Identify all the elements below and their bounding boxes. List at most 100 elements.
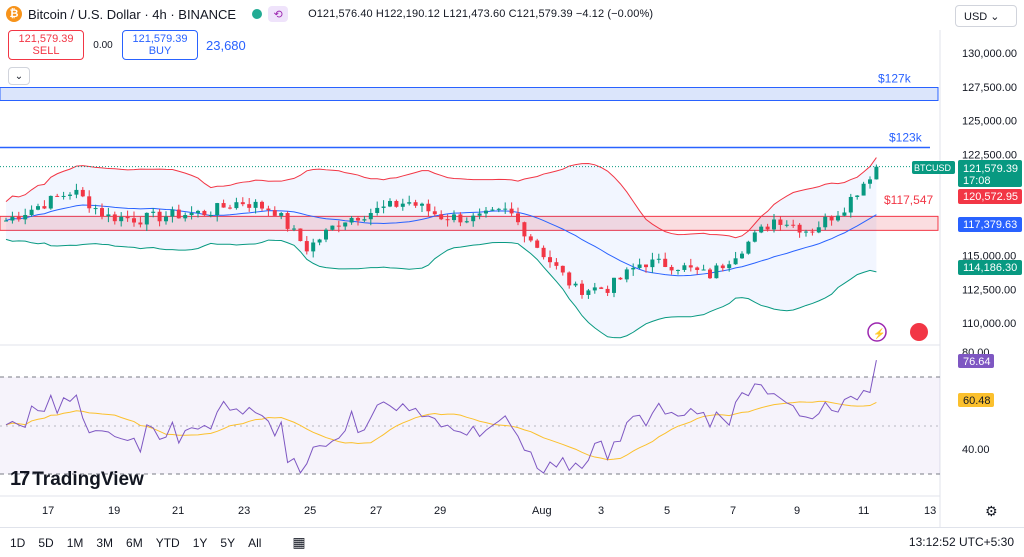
candle-body — [388, 200, 392, 207]
candle-body — [458, 214, 463, 223]
candle-body — [55, 195, 60, 197]
time-tick-label: 17 — [42, 505, 54, 517]
candle-body — [202, 210, 207, 216]
candle-body — [330, 225, 335, 230]
brand-name: TradingView — [32, 468, 144, 490]
calendar-range-icon[interactable]: ▦ — [292, 534, 306, 550]
tradingview-logo-icon: 17 — [10, 468, 30, 490]
candle-body — [317, 239, 322, 243]
candle-body — [484, 210, 488, 214]
rsi-tick-40: 40.00 — [962, 444, 990, 456]
timeframe-5d[interactable]: 5D — [38, 535, 54, 550]
collapse-legend-button[interactable]: ⌄ — [8, 67, 30, 85]
rsi-value: 76.64 — [963, 356, 991, 368]
currency-selector[interactable]: USD ⌄ — [955, 5, 1017, 27]
candle-body — [624, 269, 629, 280]
time-tick-label: 9 — [794, 505, 800, 517]
price-tick-label: 125,000.00 — [962, 116, 1017, 128]
candle-body — [138, 222, 143, 225]
candle-body — [509, 208, 514, 214]
price-tick-label: 122,500.00 — [962, 149, 1017, 161]
share-icon[interactable]: ⟲ — [268, 6, 289, 22]
candle-body — [125, 216, 130, 219]
candle-body — [503, 208, 508, 210]
candle-body — [778, 219, 783, 225]
price-tick-label: 112,500.00 — [962, 284, 1016, 296]
candle-body — [554, 262, 559, 266]
trade-panel: 121,579.39 SELL 0.00 121,579.39 BUY 23,6… — [8, 30, 246, 60]
price-tick-label: 130,000.00 — [962, 48, 1017, 60]
timeframe-3m[interactable]: 3M — [96, 535, 114, 550]
candle-body — [272, 210, 277, 216]
rsi-ma-badge — [958, 393, 994, 407]
timeframe-1d[interactable]: 1D — [10, 535, 26, 550]
candle-body — [701, 269, 706, 271]
candle-body — [228, 207, 232, 209]
candle-body — [176, 209, 181, 219]
candle-body — [42, 206, 47, 209]
price-tick-label: 115,000.00 — [962, 251, 1016, 263]
timeframe-1m[interactable]: 1M — [66, 535, 84, 550]
lower-band-badge — [958, 260, 1022, 275]
candle-body — [477, 213, 482, 216]
candle-body — [407, 202, 412, 204]
candle-body — [836, 215, 840, 221]
candle-body — [16, 216, 21, 220]
candle-body — [727, 264, 732, 269]
candle-body — [548, 257, 552, 263]
symbol-badge — [912, 161, 955, 174]
candle-body — [586, 290, 591, 295]
timeframe-ytd[interactable]: YTD — [155, 535, 180, 550]
symbol-title[interactable]: Bitcoin / U.S. Dollar · 4h · BINANCE — [28, 6, 237, 22]
candle-body — [298, 228, 303, 242]
candle-body — [87, 196, 92, 209]
time-tick-label: Aug — [532, 505, 552, 517]
candle-body — [23, 214, 28, 220]
timeframe-5y[interactable]: 5Y — [220, 535, 236, 550]
candle-body — [208, 215, 213, 217]
candle-body — [413, 202, 418, 206]
candle-body — [439, 214, 444, 220]
candle-body — [74, 189, 79, 195]
candle-body — [119, 216, 124, 222]
utc-clock[interactable]: 13:12:52 UTC+5:30 — [908, 535, 1014, 549]
candle-body — [855, 195, 860, 197]
candle-body — [676, 269, 680, 271]
candle-body — [496, 208, 501, 210]
candle-body — [772, 219, 776, 230]
time-tick-label: 7 — [730, 505, 736, 517]
sell-label: SELL — [32, 45, 60, 57]
timeframe-6m[interactable]: 6M — [126, 535, 143, 550]
timeframe-all[interactable]: All — [248, 535, 262, 550]
candle-body — [183, 215, 188, 219]
bollinger-lower — [5, 238, 877, 339]
candle-body — [522, 222, 527, 237]
upper-band-value: 120,572.95 — [963, 191, 1018, 203]
candle-body — [618, 277, 623, 280]
time-tick-label: 3 — [598, 505, 604, 517]
candle-body — [349, 217, 354, 223]
candle-body — [151, 211, 156, 213]
upper-band-badge — [958, 189, 1022, 204]
candle-body — [861, 183, 866, 196]
tradingview-logo[interactable]: 17 TradingView — [10, 468, 144, 491]
candle-body — [420, 203, 424, 206]
buy-button[interactable]: 121,579.39 BUY — [122, 30, 198, 60]
settings-gear-icon[interactable]: ⚙ — [985, 503, 998, 519]
time-tick-label: 19 — [108, 505, 120, 517]
candle-body — [368, 212, 373, 220]
timeframe-1y[interactable]: 1Y — [192, 535, 208, 550]
candle-body — [164, 216, 168, 222]
candle-body — [516, 213, 520, 223]
candle-body — [215, 203, 220, 216]
candle-body — [234, 202, 239, 209]
candle-body — [4, 220, 8, 222]
sell-price: 121,579.39 — [18, 33, 74, 45]
time-tick-label: 29 — [434, 505, 446, 517]
candle-body — [580, 283, 584, 295]
chart-canvas[interactable]: 130,000.00 127,500.00 125,000.00 122,500.00… — [0, 0, 1024, 527]
candle-body — [279, 213, 284, 216]
candle-body — [311, 242, 316, 252]
sell-button[interactable]: 121,579.39 SELL — [8, 30, 84, 60]
us-flag-event-icon — [910, 323, 928, 341]
